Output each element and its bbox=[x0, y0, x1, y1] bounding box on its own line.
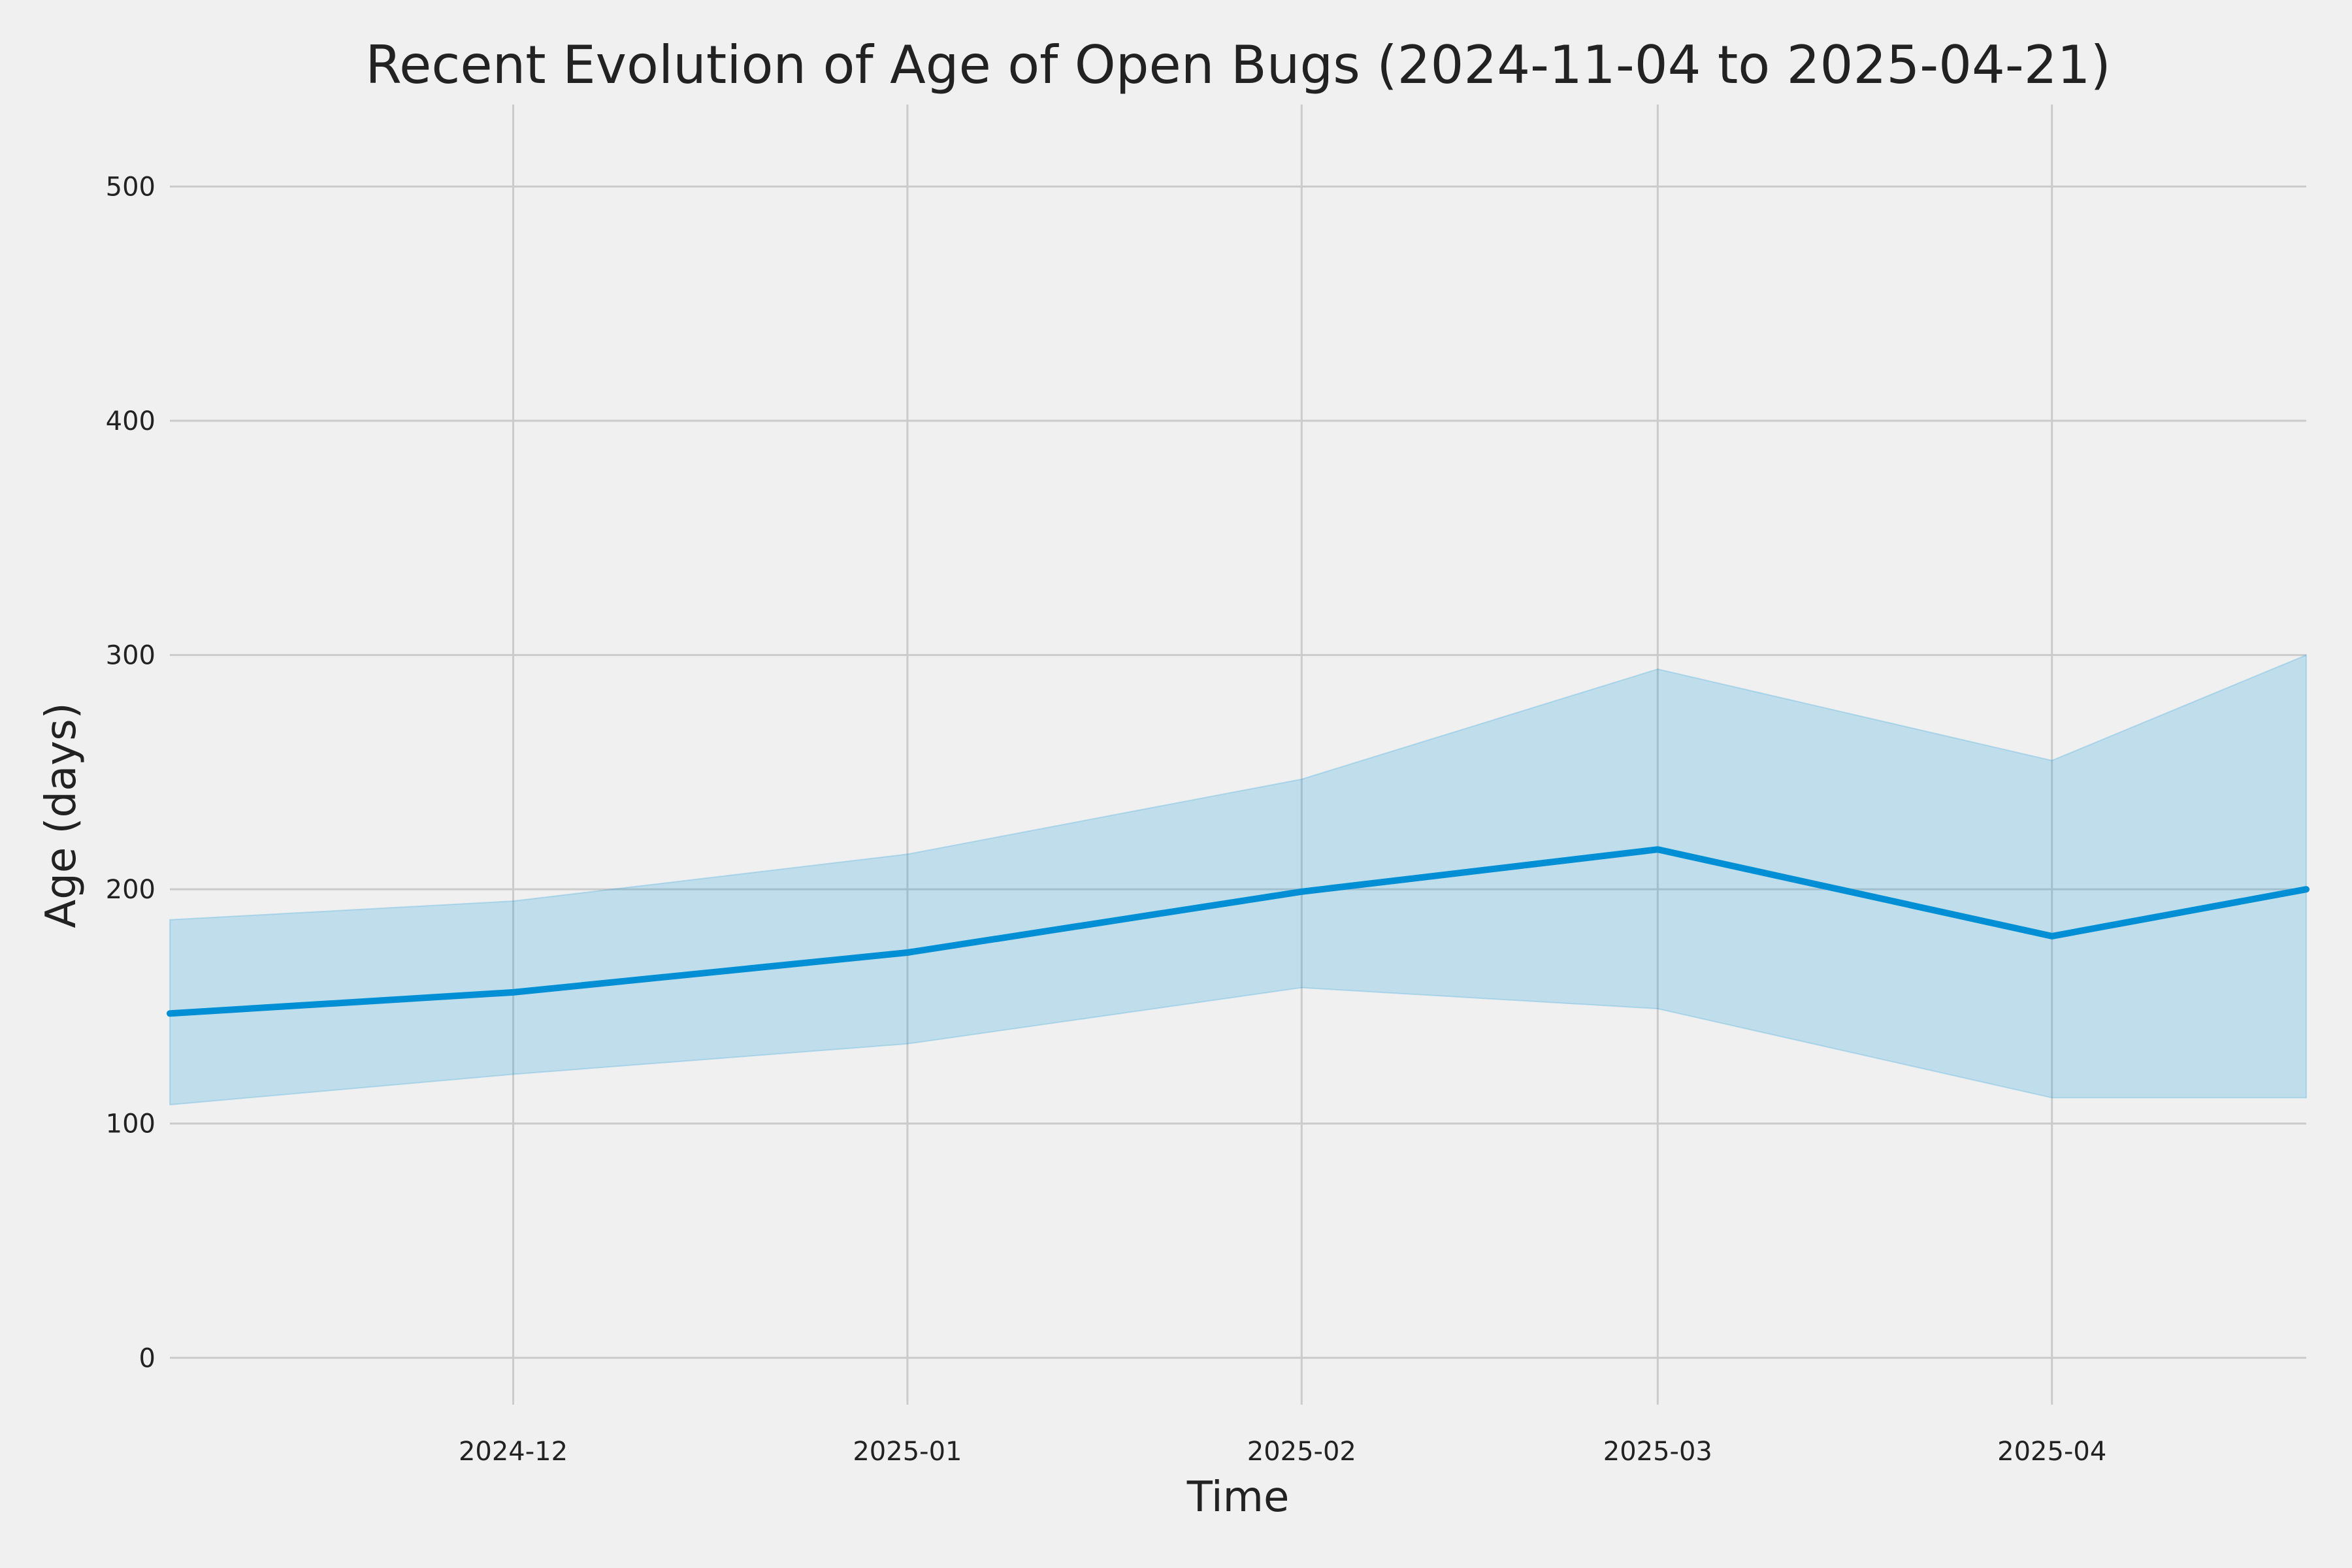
y-tick-label: 400 bbox=[106, 406, 155, 436]
y-tick-labels: 0 100 200 300 400 500 bbox=[106, 172, 155, 1373]
x-tick-label: 2024-12 bbox=[459, 1437, 568, 1467]
confidence-band bbox=[169, 654, 2307, 1106]
y-tick-label: 200 bbox=[106, 875, 155, 905]
x-tick-labels: 2024-12 2025-01 2025-02 2025-03 2025-04 bbox=[459, 1437, 2106, 1467]
y-tick-label: 100 bbox=[106, 1109, 155, 1139]
y-tick-label: 0 bbox=[139, 1343, 155, 1373]
mean-line-layer bbox=[167, 846, 2310, 1017]
x-tick-label: 2025-03 bbox=[1603, 1437, 1712, 1467]
chart-title: Recent Evolution of Age of Open Bugs (20… bbox=[365, 35, 2111, 95]
x-axis-label: Time bbox=[1186, 1473, 1290, 1522]
x-tick-label: 2025-04 bbox=[1997, 1437, 2106, 1467]
y-tick-label: 500 bbox=[106, 172, 155, 202]
grid-lines bbox=[170, 105, 2306, 1405]
y-axis-label: Age (days) bbox=[37, 702, 86, 928]
y-tick-label: 300 bbox=[106, 641, 155, 671]
x-tick-label: 2025-02 bbox=[1247, 1437, 1356, 1467]
confidence-band-layer bbox=[169, 654, 2307, 1106]
series-line bbox=[167, 846, 2310, 1017]
x-tick-label: 2025-01 bbox=[853, 1437, 962, 1467]
